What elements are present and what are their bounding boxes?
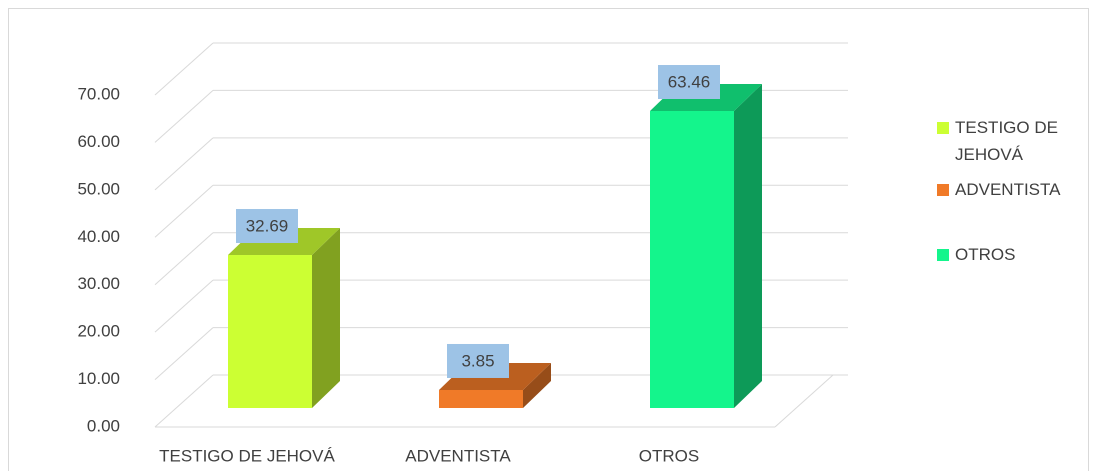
legend-swatch: [937, 122, 949, 134]
bar-side: [312, 228, 340, 408]
grid-line: [154, 232, 214, 286]
legend-label: TESTIGO DE JEHOVÁ: [955, 118, 1058, 164]
x-tick-label: ADVENTISTA: [405, 446, 511, 465]
chart-border: [8, 8, 1089, 471]
legend-swatch: [937, 184, 949, 196]
grid-line: [154, 279, 214, 333]
y-tick-label: 50.00: [77, 179, 120, 198]
grid-line: [154, 327, 214, 380]
y-tick-label: 10.00: [77, 369, 120, 388]
legend-label: ADVENTISTA: [955, 180, 1061, 199]
grid-line: [154, 42, 214, 96]
legend-swatch: [937, 249, 949, 261]
grid-line: [154, 184, 214, 238]
y-tick-label: 0.00: [87, 416, 120, 435]
bar-side: [734, 84, 762, 408]
value-label: 3.85: [461, 351, 494, 370]
value-label-box: [658, 65, 720, 100]
grid-line: [154, 137, 214, 191]
legend-label: OTROS: [955, 245, 1016, 264]
grid-line: [154, 374, 214, 428]
x-tick-label: OTROS: [639, 446, 699, 465]
value-label: 32.69: [246, 216, 289, 235]
y-tick-label: 20.00: [77, 322, 120, 341]
bar-front: [228, 255, 312, 408]
grid-line: [154, 90, 214, 143]
bar-front: [650, 111, 734, 408]
bar-side: [523, 362, 551, 408]
value-label-box: [447, 343, 509, 378]
floor-side: [774, 374, 834, 428]
y-tick-label: 30.00: [77, 274, 120, 293]
value-label-box: [236, 209, 298, 244]
value-label: 63.46: [668, 72, 711, 91]
y-tick-label: 40.00: [77, 227, 120, 246]
y-tick-label: 60.00: [77, 132, 120, 151]
y-tick-label: 70.00: [77, 84, 120, 103]
bar-front: [439, 389, 523, 408]
x-tick-label: TESTIGO DE JEHOVÁ: [159, 446, 335, 465]
